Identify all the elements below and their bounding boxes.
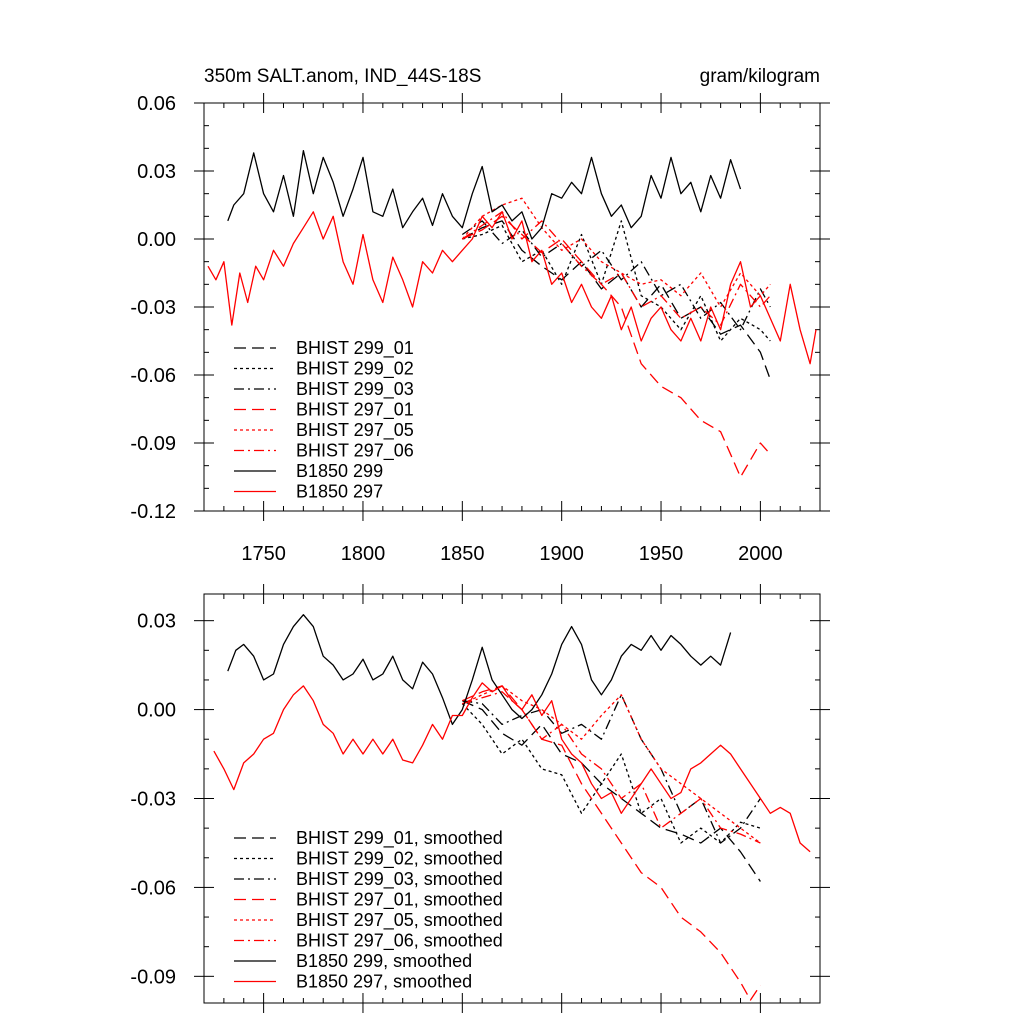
top-panel-units: gram/kilogram (700, 66, 820, 87)
legend-label: BHIST 297_01 (296, 400, 414, 421)
legend-label: BHIST 299_01 (296, 338, 414, 359)
series-line-4 (461, 197, 771, 308)
series-line-6 (227, 149, 742, 240)
y-tick-label: -0.03 (130, 297, 176, 319)
x-tick-label: 1900 (539, 543, 584, 565)
series-line-3 (462, 685, 761, 1001)
legend-label: BHIST 299_02 (296, 359, 414, 380)
series-line-4 (462, 685, 761, 844)
legend-label: BHIST 299_03 (296, 379, 414, 400)
series-line-1 (461, 703, 761, 844)
x-tick-label: 1750 (241, 543, 286, 565)
y-tick-label: 0.03 (137, 161, 176, 183)
series-line-7 (213, 682, 811, 853)
x-tick-label: 1950 (639, 543, 684, 565)
series-line-7 (207, 211, 817, 365)
x-tick-label: 1800 (341, 543, 386, 565)
series-line-6 (227, 614, 732, 726)
legend-label: B1850 299 (296, 461, 383, 481)
legend-label: BHIST 297_01, smoothed (296, 890, 503, 911)
legend-label: BHIST 299_02, smoothed (296, 849, 503, 870)
series-line-3 (462, 215, 771, 478)
x-tick-label: 2000 (738, 543, 783, 565)
y-tick-label: -0.06 (130, 365, 176, 387)
legend-label: BHIST 299_03, smoothed (296, 869, 503, 890)
legend-label: B1850 297, smoothed (296, 972, 472, 992)
series-line-0 (461, 220, 771, 380)
y-tick-label: 0.03 (137, 611, 176, 633)
series-line-5 (462, 691, 761, 844)
series-line-0 (462, 700, 761, 882)
series-line-1 (462, 220, 771, 342)
legend-label: BHIST 297_06, smoothed (296, 931, 503, 952)
legend-label: BHIST 297_05, smoothed (296, 910, 503, 931)
legend-label: BHIST 299_01, smoothed (296, 828, 503, 849)
bottom-panel: 0.03 0.00 -0.03 -0.06 -0.09 BHIST 299_01, smo… (130, 584, 830, 1013)
legend-label: B1850 297 (296, 482, 383, 502)
y-tick-label: -0.09 (130, 433, 176, 455)
legend-label: BHIST 297_05 (296, 420, 414, 441)
legend-label: BHIST 297_06 (296, 441, 414, 462)
legend-label: B1850 299, smoothed (296, 951, 472, 971)
y-tick-label: 0.00 (137, 700, 176, 722)
y-tick-label: 0.06 (137, 93, 176, 115)
y-tick-label: 0.00 (137, 229, 176, 251)
series-line-5 (461, 211, 771, 326)
y-tick-label: -0.06 (130, 877, 176, 899)
y-tick-label: -0.03 (130, 789, 176, 811)
x-tick-label: 1850 (440, 543, 485, 565)
y-tick-label: -0.09 (130, 966, 176, 988)
series-line-2 (461, 220, 771, 331)
top-panel-title: 350m SALT.anom, IND_44S-18S (204, 66, 481, 87)
y-tick-label: -0.12 (130, 501, 176, 523)
top-panel: 350m SALT.anom, IND_44S-18S gram/kilogra… (130, 66, 830, 565)
